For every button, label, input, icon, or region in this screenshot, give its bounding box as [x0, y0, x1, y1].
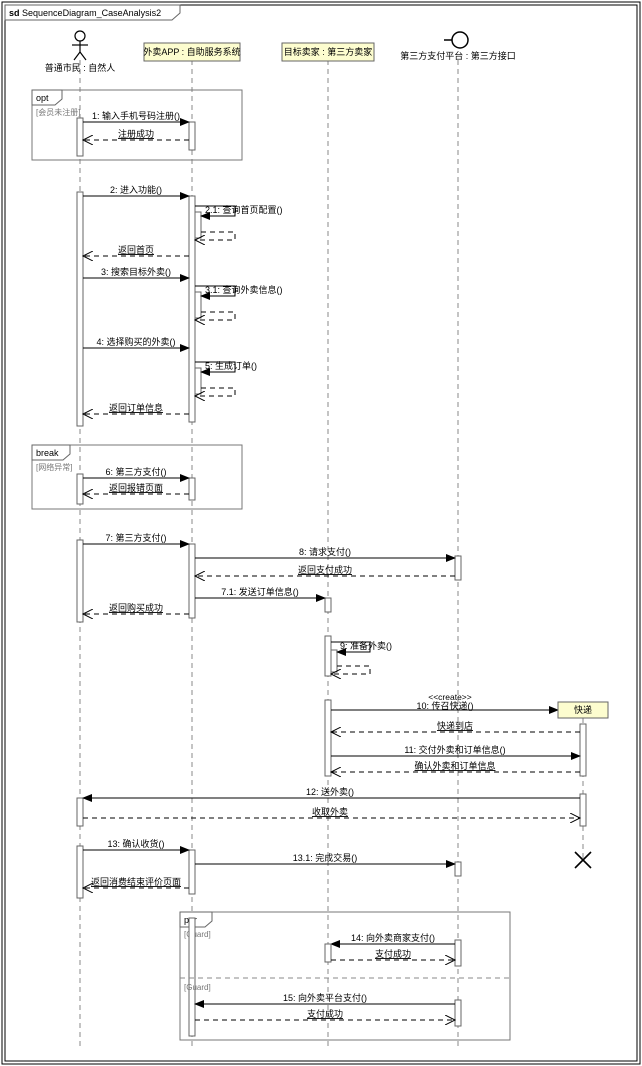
- msg-13-1: 13.1: 完成交易(): [293, 852, 358, 863]
- msg-14: 14: 向外卖商家支付(): [351, 932, 435, 943]
- frame-sd: sd: [9, 8, 20, 18]
- break-guard: [网络异常]: [36, 462, 72, 472]
- msg-7-1: 7.1: 发送订单信息(): [221, 586, 299, 597]
- label-seller: 目标卖家 : 第三方卖家: [284, 46, 373, 57]
- msg-1: 1: 输入手机号码注册(): [92, 110, 180, 121]
- actor-citizen: 普通市民 : 自然人: [45, 31, 116, 73]
- msg-4: 4: 选择购买的外卖(): [96, 336, 175, 347]
- msg-14r: 支付成功: [375, 948, 411, 959]
- msg-7: 7: 第三方支付(): [105, 532, 166, 543]
- msg-5r: 返回订单信息: [109, 402, 163, 413]
- msg-1r: 注册成功: [118, 128, 154, 139]
- msg-5: 5: 生成订单(): [205, 360, 257, 371]
- msg-6r: 返回报错页面: [109, 482, 163, 493]
- svg-text:第三方支付平台 : 第三方接口: 第三方支付平台 : 第三方接口: [400, 50, 516, 61]
- msg-10: 10: 传召快递(): [416, 700, 473, 711]
- break-kind: break: [36, 448, 59, 458]
- svg-text:普通市民 : 自然人: 普通市民 : 自然人: [45, 62, 116, 73]
- msg-8: 8: 请求支付(): [299, 546, 351, 557]
- msg-13: 13: 确认收货(): [107, 838, 164, 849]
- msg-2-1: 2.1: 查询首页配置(): [205, 204, 283, 215]
- actor-payment: 第三方支付平台 : 第三方接口: [400, 32, 516, 61]
- label-courier: 快递: [574, 704, 592, 715]
- msg-3-1: 3.1: 查询外卖信息(): [205, 284, 283, 295]
- msg-8r: 返回支付成功: [298, 564, 352, 575]
- frame-title: SequenceDiagram_CaseAnalysis2: [22, 8, 161, 18]
- par-guard2: [Guard]: [184, 983, 211, 992]
- msg-9: 9: 准备外卖(): [340, 640, 392, 651]
- msg-15r: 支付成功: [307, 1008, 343, 1019]
- msg-2r: 返回首页: [118, 244, 154, 255]
- msg-3: 3: 搜索目标外卖(): [101, 266, 171, 277]
- msg-11: 11: 交付外卖和订单信息(): [404, 744, 505, 755]
- label-app: 外卖APP : 自助服务系统: [143, 46, 240, 57]
- msg-2: 2: 进入功能(): [110, 184, 162, 195]
- opt-guard: [会员未注册]: [36, 107, 80, 117]
- msg-7r: 返回购买成功: [109, 602, 163, 613]
- msg-11r: 确认外卖和订单信息: [414, 760, 495, 771]
- msg-6: 6: 第三方支付(): [105, 466, 166, 477]
- opt-kind: opt: [36, 93, 49, 103]
- msg-12: 12: 送外卖(): [306, 786, 354, 797]
- msg-13r: 返回消费结束评价页面: [91, 876, 181, 887]
- svg-text:sd SequenceDiagram_CaseAnalysi: sd SequenceDiagram_CaseAnalysis2: [9, 8, 161, 18]
- msg-10r: 快递到店: [437, 720, 473, 731]
- msg-12r: 收取外卖: [312, 806, 348, 817]
- fragment-opt: [32, 90, 242, 160]
- par-guard1: [Guard]: [184, 930, 211, 939]
- msg-15: 15: 向外卖平台支付(): [283, 992, 367, 1003]
